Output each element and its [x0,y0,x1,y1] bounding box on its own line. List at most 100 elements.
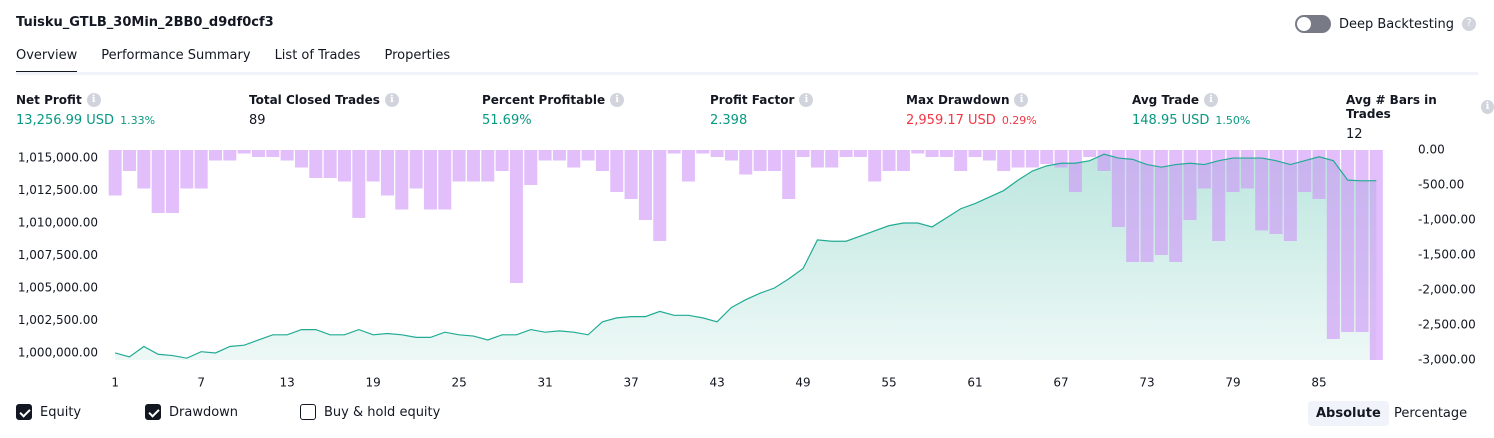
drawdown-bar [997,150,1011,171]
metric-value: 148.95 USD [1132,113,1210,128]
metric-label: Net Profit [16,93,82,107]
checkbox[interactable] [300,404,316,420]
help[interactable]: ? [1462,17,1476,31]
drawdown-bar [1355,150,1369,332]
chart: 1,000,000.00 1,002,500.00 1,005,000.00 1,00… [18,143,1476,390]
drawdown-bar [280,150,294,161]
drawdown-bar [1140,150,1154,262]
strategy-title: Tuisku_GTLB_30Min_2BB0_d9df0cf3 [16,15,274,30]
toggle[interactable] [1294,15,1331,33]
drawdown-bar [767,150,781,171]
drawdown-bar [151,150,165,213]
help[interactable]: ℹ [1480,100,1494,114]
metric-value-row: 148.95 USD 1.50% [1132,113,1250,128]
equity-line [115,153,1377,359]
drawdown-bar [896,150,910,171]
x-tick-label: 55 [881,376,896,390]
drawdown-bar [165,150,179,213]
scale-button[interactable]: Percentage [1394,406,1468,421]
metric-label: Profit Factor [710,93,795,107]
drawdown-bar [1183,150,1197,220]
drawdown-bar [1054,150,1068,168]
x-tick-label: 79 [1225,376,1240,390]
scale-button[interactable]: Absolute [1308,401,1389,426]
help[interactable]: ℹ [1014,93,1029,107]
help[interactable]: ℹ [799,93,814,107]
metric-label: Percent Profitable [482,93,606,107]
drawdown-bar [1011,150,1025,168]
legend-item[interactable]: Buy & hold equity [300,404,440,420]
tab[interactable]: Performance Summary [101,48,251,63]
x-tick-label: 43 [709,376,724,390]
drawdown-bar [1326,150,1340,339]
metric-label-row: Percent Profitable ℹ [482,93,625,107]
drawdown-bar [423,150,437,210]
legend-item[interactable]: Equity [16,404,81,420]
x-tick-label: 7 [197,376,205,390]
x-tick-label: 13 [280,376,295,390]
drawdown-bar [1197,150,1211,189]
metric: Total Closed Trades ℹ 89 [249,93,399,128]
metric-extra: 0.29% [1001,114,1037,127]
drawdown-bar [395,150,409,210]
drawdown-bar [796,150,810,157]
drawdown-bar [753,150,767,171]
drawdown-bar [1154,150,1168,255]
divider [16,72,1478,75]
drawdown-bar [868,150,882,182]
drawdown-bar [1126,150,1140,262]
equity-area [115,154,1377,360]
drawdown-bar [366,150,380,182]
help[interactable]: ℹ [86,93,101,107]
tab[interactable]: Overview [16,48,78,74]
metric-value: 2,959.17 USD [906,113,996,128]
x-tick-label: 1 [111,376,119,390]
drawdown-bar [251,150,265,157]
drawdown-bar [1169,150,1183,262]
drawdown-bar [638,150,652,220]
metric-label-row: Profit Factor ℹ [710,93,814,107]
metric: Avg # Bars in Trades ℹ 12 [1346,93,1494,142]
legend-item[interactable]: Drawdown [145,404,238,420]
drawdown-bar [509,150,523,283]
metric-label-row: Avg # Bars in Trades ℹ [1346,93,1494,121]
drawdown-bar [810,150,824,168]
drawdown-bar [681,150,695,182]
drawdown-bar [309,150,323,178]
drawdown-bar [538,150,552,161]
drawdown-bar [839,150,853,157]
metric-value: 51.69% [482,113,532,128]
x-tick-label: 31 [537,376,552,390]
drawdown-bar [1240,150,1254,189]
checkbox[interactable] [16,404,32,420]
tab[interactable]: Properties [384,48,451,63]
tab[interactable]: List of Trades [274,48,361,63]
drawdown-bar [1111,150,1125,227]
metric-extra: 1.50% [1215,114,1251,127]
drawdown-bar [853,150,867,157]
help[interactable]: ℹ [384,93,399,107]
tabs: Overview Performance Summary List of Trade… [16,48,450,74]
checkbox[interactable] [145,404,161,420]
y2-tick-label: -1,000.00 [1418,213,1476,227]
metric-value-row: 2,959.17 USD 0.29% [906,113,1037,128]
drawdown-bar [954,150,968,171]
drawdown-bar [438,150,452,210]
drawdown-bar [1025,150,1039,168]
y2-tick-label: -2,500.00 [1418,318,1476,332]
help[interactable]: ℹ [610,93,625,107]
help[interactable]: ℹ [1204,93,1219,107]
drawdown-bar [266,150,280,157]
drawdown-bar [911,150,925,154]
drawdown-bar [939,150,953,157]
metric-label-row: Max Drawdown ℹ [906,93,1037,107]
metric: Max Drawdown ℹ 2,959.17 USD 0.29% [906,93,1037,128]
y-tick-label: 1,000,000.00 [18,345,98,359]
y-tick-label: 1,015,000.00 [18,151,98,165]
metric-label-row: Avg Trade ℹ [1132,93,1250,107]
drawdown-bar [982,150,996,161]
metric-value-row: 12 [1346,127,1494,142]
deep-backtesting[interactable]: Deep Backtesting? [1294,15,1476,33]
drawdown-bar [1068,150,1082,192]
y-tick-label: 1,007,500.00 [18,248,98,262]
